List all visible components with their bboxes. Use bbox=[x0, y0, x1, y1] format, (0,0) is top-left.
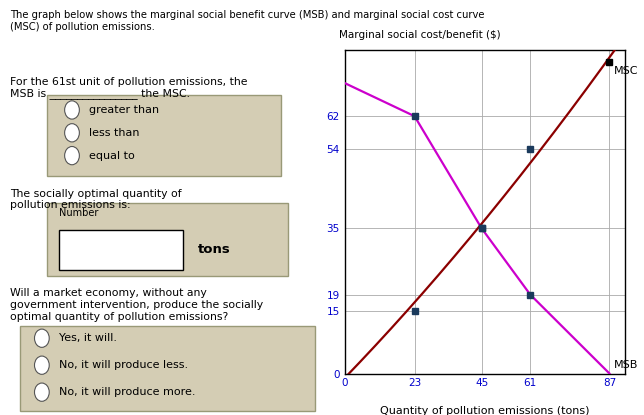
Text: No, it will produce more.: No, it will produce more. bbox=[59, 387, 195, 397]
Circle shape bbox=[64, 101, 79, 119]
Text: MSC: MSC bbox=[614, 66, 638, 76]
FancyBboxPatch shape bbox=[20, 326, 315, 411]
Text: tons: tons bbox=[198, 243, 231, 256]
Text: For the 61st unit of pollution emissions, the
MSB is ________________ the MSC.: For the 61st unit of pollution emissions… bbox=[10, 77, 247, 99]
Text: Quantity of pollution emissions (tons): Quantity of pollution emissions (tons) bbox=[380, 406, 589, 415]
Circle shape bbox=[35, 356, 49, 374]
Text: Number: Number bbox=[59, 208, 98, 218]
Text: less than: less than bbox=[89, 128, 139, 138]
FancyBboxPatch shape bbox=[47, 95, 281, 176]
Text: No, it will produce less.: No, it will produce less. bbox=[59, 360, 188, 370]
FancyBboxPatch shape bbox=[47, 203, 288, 276]
Text: Will a market economy, without any
government intervention, produce the socially: Will a market economy, without any gover… bbox=[10, 288, 263, 322]
Circle shape bbox=[64, 146, 79, 165]
Text: equal to: equal to bbox=[89, 151, 135, 161]
FancyBboxPatch shape bbox=[59, 230, 182, 270]
Text: MSB: MSB bbox=[614, 360, 638, 370]
Text: The graph below shows the marginal social benefit curve (MSB) and marginal socia: The graph below shows the marginal socia… bbox=[10, 10, 484, 32]
Text: The socially optimal quantity of
pollution emissions is:: The socially optimal quantity of polluti… bbox=[10, 189, 182, 210]
Circle shape bbox=[35, 329, 49, 347]
Text: Marginal social cost/benefit ($): Marginal social cost/benefit ($) bbox=[339, 30, 500, 40]
Text: Yes, it will.: Yes, it will. bbox=[59, 333, 117, 343]
Text: greater than: greater than bbox=[89, 105, 159, 115]
Circle shape bbox=[64, 124, 79, 142]
Circle shape bbox=[35, 383, 49, 401]
